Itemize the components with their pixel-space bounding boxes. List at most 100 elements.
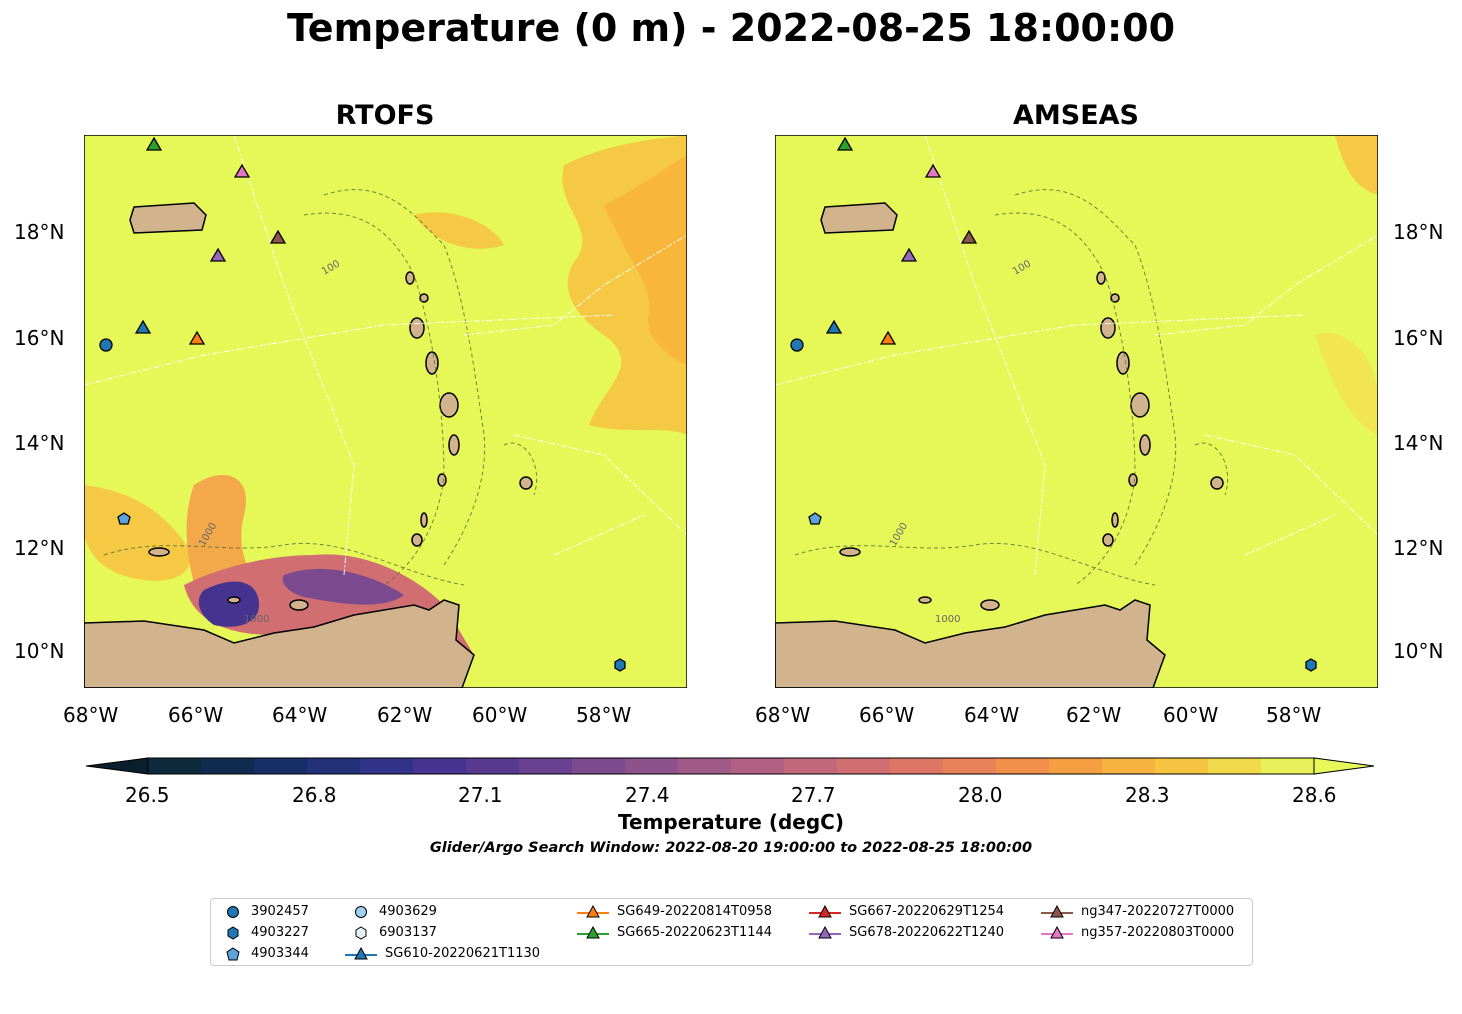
colorbar-band	[360, 758, 414, 774]
lat-tick-18n: 18°N	[14, 220, 65, 244]
glider-sg649-marker	[879, 330, 897, 345]
colorbar-band	[148, 758, 202, 774]
colorbar-band	[201, 758, 255, 774]
triangle-line-marker-icon	[1041, 925, 1073, 938]
colorbar-band	[890, 758, 944, 774]
colorbar-frame	[147, 757, 1315, 775]
colorbar-band	[1208, 758, 1262, 774]
lat-tick-12n: 12°N	[14, 536, 65, 560]
colorbar-band	[1155, 758, 1209, 774]
legend-item-6903137: 6903137	[351, 925, 437, 940]
triangle-line-marker-icon	[809, 904, 841, 917]
cold-core-1	[198, 581, 259, 627]
lat-tick-14n: 14°N	[1393, 431, 1444, 455]
warm-area-west	[84, 485, 191, 581]
glider-sg665-marker	[836, 136, 854, 151]
colorbar-tick-28-6: 28.6	[1292, 783, 1337, 807]
triangle-line-marker-icon	[1041, 904, 1073, 917]
legend-item-3902457: 3902457	[223, 904, 309, 919]
warm-patch-north	[414, 212, 504, 249]
legend-label: ng347-20220727T0000	[1081, 904, 1235, 919]
amseas-map: 1000 100 1000	[775, 135, 1378, 688]
colorbar-tick-28-3: 28.3	[1125, 783, 1170, 807]
colorbar-tick-26-5: 26.5	[125, 783, 170, 807]
land-south-america	[84, 599, 475, 688]
colorbar-under-arrow	[86, 757, 149, 775]
legend-item-sg667: SG667-20220629T1254	[809, 904, 1004, 919]
colorbar-band	[413, 758, 467, 774]
contour-label-1000-south: 1000	[244, 614, 269, 625]
triangle-line-marker-icon	[577, 904, 609, 917]
argo-3902457-marker	[790, 338, 804, 352]
panel-title-amseas: AMSEAS	[1013, 100, 1139, 131]
colorbar-bands	[148, 758, 1315, 774]
legend-label: 4903344	[251, 946, 309, 961]
land-lesser-antilles	[148, 271, 533, 611]
lon-tick-62w: 62°W	[1066, 703, 1122, 727]
colorbar-band	[1049, 758, 1103, 774]
lon-tick-58w: 58°W	[1266, 703, 1322, 727]
legend-label: SG667-20220629T1254	[849, 904, 1005, 919]
glider-sg649-marker	[188, 330, 206, 345]
lat-tick-14n: 14°N	[14, 431, 65, 455]
lon-tick-60w: 60°W	[1163, 703, 1219, 727]
legend-label: 6903137	[379, 925, 437, 940]
search-window-caption: Glider/Argo Search Window: 2022-08-20 19…	[429, 840, 1033, 856]
legend-item-4903227: 4903227	[223, 925, 309, 940]
legend: 3902457 4903227 4903344 4903629 6903137 …	[210, 898, 1253, 966]
colorbar-band	[1261, 758, 1315, 774]
colorbar-band	[837, 758, 891, 774]
lon-tick-64w: 64°W	[964, 703, 1020, 727]
lon-tick-60w: 60°W	[472, 703, 528, 727]
legend-label: 4903227	[251, 925, 309, 940]
colorbar-band	[254, 758, 308, 774]
lat-tick-10n: 10°N	[14, 639, 65, 663]
hexagon-marker-icon	[227, 925, 239, 940]
contour-label-1000-south: 1000	[935, 614, 960, 625]
triangle-line-marker-icon	[577, 925, 609, 938]
colorbar-band	[996, 758, 1050, 774]
colorbar-band	[943, 758, 997, 774]
land-lesser-antilles	[839, 271, 1224, 611]
bathymetry-contours	[103, 189, 538, 586]
colorbar-band	[1102, 758, 1156, 774]
glider-ng357-marker	[924, 163, 942, 178]
colorbar-band	[625, 758, 679, 774]
glider-sg678-marker	[900, 247, 918, 262]
lat-tick-18n: 18°N	[1393, 220, 1444, 244]
argo-4903227-marker	[1305, 658, 1317, 672]
glider-sg665-marker	[145, 136, 163, 151]
colorbar-tick-27-1: 27.1	[458, 783, 503, 807]
land-puerto-rico	[129, 202, 207, 234]
triangle-line-marker-icon	[809, 925, 841, 938]
legend-label: SG649-20220814T0958	[617, 904, 773, 919]
colorbar-band	[307, 758, 361, 774]
colorbar-label: Temperature (degC)	[618, 810, 844, 834]
legend-item-ng347: ng347-20220727T0000	[1041, 904, 1234, 919]
colorbar-band	[731, 758, 785, 774]
lon-tick-66w: 66°W	[859, 703, 915, 727]
lon-tick-68w: 68°W	[755, 703, 811, 727]
argo-4903344-marker	[808, 512, 822, 525]
circle-marker-icon	[227, 905, 239, 918]
pentagon-marker-icon	[226, 946, 240, 960]
colorbar-band	[466, 758, 520, 774]
argo-4903227-marker	[614, 658, 626, 672]
panel-title-rtofs: RTOFS	[335, 100, 435, 131]
legend-item-sg665: SG665-20220623T1144	[577, 925, 772, 940]
circle-marker-icon	[355, 905, 367, 918]
lon-tick-58w: 58°W	[576, 703, 632, 727]
legend-label: ng357-20220803T0000	[1081, 925, 1235, 940]
warm-core-east	[604, 155, 687, 365]
legend-item-sg649: SG649-20220814T0958	[577, 904, 772, 919]
argo-4903344-marker	[117, 512, 131, 525]
colorbar-over-arrow	[1313, 757, 1375, 775]
land-south-america	[775, 599, 1166, 688]
legend-item-sg678: SG678-20220622T1240	[809, 925, 1004, 940]
legend-item-4903344: 4903344	[223, 946, 309, 961]
legend-item-ng357: ng357-20220803T0000	[1041, 925, 1234, 940]
lat-tick-16n: 16°N	[1393, 326, 1444, 350]
legend-item-sg610: SG610-20220621T1130	[345, 946, 540, 961]
warm-patch-ne	[1335, 135, 1378, 195]
colorbar-band	[784, 758, 838, 774]
